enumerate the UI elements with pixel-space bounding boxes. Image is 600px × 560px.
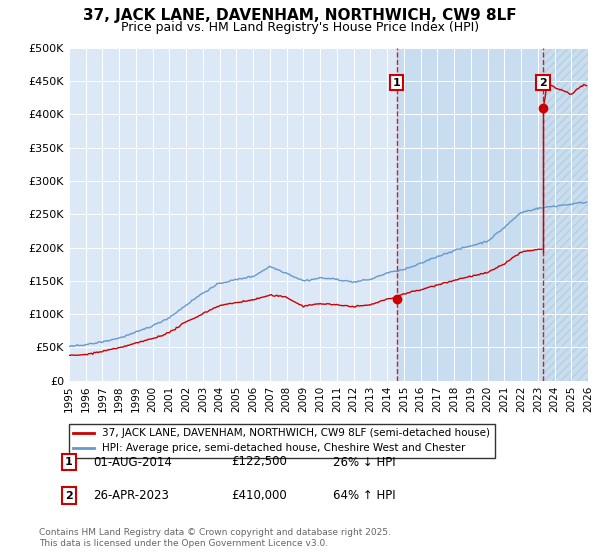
Text: 1: 1 (393, 78, 401, 87)
Text: 37, JACK LANE, DAVENHAM, NORTHWICH, CW9 8LF: 37, JACK LANE, DAVENHAM, NORTHWICH, CW9 … (83, 8, 517, 24)
Bar (397, 48, 543, 381)
Text: 26% ↓ HPI: 26% ↓ HPI (333, 455, 395, 469)
Text: Price paid vs. HM Land Registry's House Price Index (HPI): Price paid vs. HM Land Registry's House … (121, 21, 479, 34)
Bar (543, 48, 588, 381)
Text: £122,500: £122,500 (231, 455, 287, 469)
Text: 1: 1 (65, 457, 73, 467)
Text: 64% ↑ HPI: 64% ↑ HPI (333, 489, 395, 502)
Text: £410,000: £410,000 (231, 489, 287, 502)
Text: 2: 2 (539, 78, 547, 87)
Text: 26-APR-2023: 26-APR-2023 (93, 489, 169, 502)
Legend: 37, JACK LANE, DAVENHAM, NORTHWICH, CW9 8LF (semi-detached house), HPI: Average : 37, JACK LANE, DAVENHAM, NORTHWICH, CW9 … (69, 424, 494, 458)
Text: Contains HM Land Registry data © Crown copyright and database right 2025.
This d: Contains HM Land Registry data © Crown c… (39, 528, 391, 548)
Text: 2: 2 (65, 491, 73, 501)
Text: 01-AUG-2014: 01-AUG-2014 (93, 455, 172, 469)
